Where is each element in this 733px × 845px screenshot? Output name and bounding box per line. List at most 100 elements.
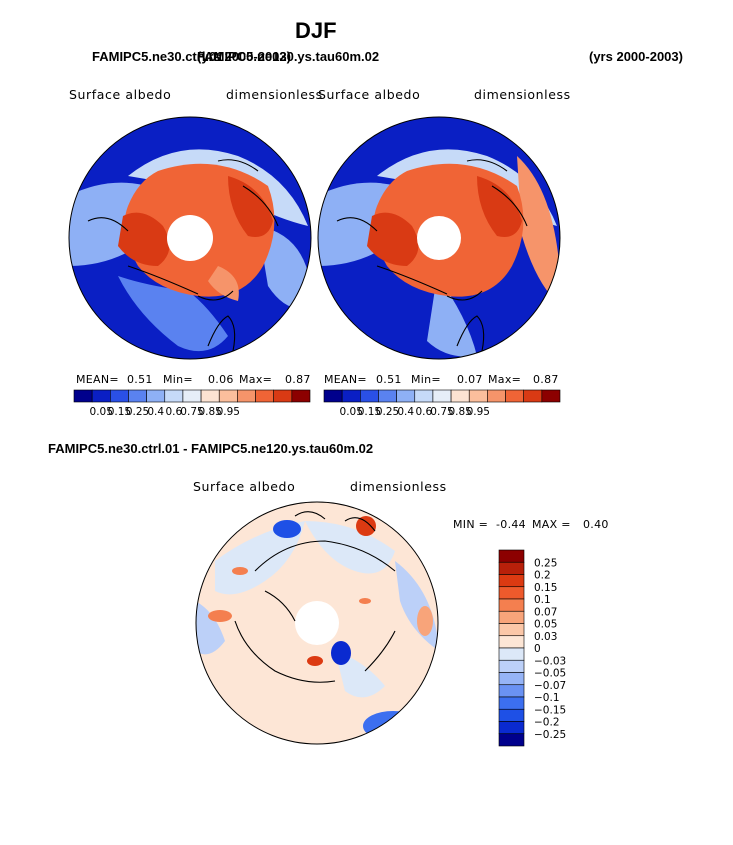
case-b-title: FAMIPC5.ne120.ys.tau60m.02 (197, 49, 380, 64)
panel3-variable-label: Surface albedo (193, 479, 296, 494)
panel3-min-label: MIN = (453, 518, 489, 531)
panel3-colorbar-tick-label: −0.03 (534, 655, 566, 667)
panel1-colorbar-tick-label: 0.95 (217, 406, 240, 418)
panel3-pos-anomaly (356, 516, 376, 536)
panel1-max-value: 0.87 (285, 373, 311, 386)
panel3-colorbar-tick-label: −0.25 (534, 729, 566, 741)
panel1-colorbar-swatch (291, 389, 311, 403)
panel2-colorbar-swatch (541, 389, 561, 403)
panel1-colorbar-swatch (73, 389, 93, 403)
panel1-colorbar: 0.050.150.250.4 0.60.750.850.95 (73, 389, 311, 418)
panel3-colorbar-tick-label: 0.05 (534, 619, 557, 631)
panel3-colorbar-swatch (498, 561, 525, 575)
panel2-colorbar-swatch (487, 389, 506, 403)
panel1-colorbar-tick-label: 0.6 (165, 406, 182, 418)
panel3-colorbar-swatch (498, 598, 525, 612)
panel2-map (317, 116, 561, 360)
panel1-colorbar-swatch (273, 389, 293, 403)
panel3-colorbar-swatch (498, 647, 525, 661)
panel2-min-value: 0.07 (457, 373, 483, 386)
panel1-colorbar-swatch (110, 389, 129, 403)
panel3-colorbar-tick-label: −0.15 (534, 704, 566, 716)
panel2-colorbar: 0.050.150.250.4 0.60.750.850.95 (323, 389, 561, 418)
panel1-max-label: Max= (239, 373, 273, 386)
panel2-colorbar-tick-label: 0.4 (397, 406, 414, 418)
panel3-colorbar-tick-label: 0 (534, 643, 541, 655)
panel1-min-label: Min= (163, 373, 193, 386)
panel3-map (195, 501, 439, 745)
panel3-colorbar-swatch (498, 708, 525, 722)
panel2-colorbar-swatch (523, 389, 543, 403)
panel3-colorbar-swatch (498, 696, 525, 710)
panel3-colorbar-swatch (498, 659, 525, 673)
panel2-units-label: dimensionless (474, 87, 571, 102)
panel2-mean-label: MEAN= (324, 373, 367, 386)
panel3-colorbar-tick-label: −0.05 (534, 668, 566, 680)
panel2-colorbar-tick-label: 0.25 (376, 406, 399, 418)
case-a-title: FAMIPC5.ne30.ctrl.01 (92, 49, 224, 64)
panel1-colorbar-tick-label: 0.05 (90, 406, 113, 418)
panel2-colorbar-tick-label: 0.6 (415, 406, 432, 418)
panel3-colorbar-tick-label: −0.1 (534, 692, 560, 704)
panel3-colorbar-swatch (498, 549, 525, 563)
panel2-colorbar-tick-label: 0.85 (448, 406, 471, 418)
panel1-units-label: dimensionless (226, 87, 323, 102)
panel1-colorbar-tick-label: 0.15 (108, 406, 131, 418)
panel3-neg-anomaly (273, 520, 301, 538)
panel1-mean-label: MEAN= (76, 373, 119, 386)
panel1-colorbar-swatch (237, 389, 256, 403)
panel2-colorbar-tick-label: 0.15 (358, 406, 381, 418)
case-b-years: (yrs 2000-2003) (589, 49, 683, 64)
panel2-colorbar-swatch (432, 389, 452, 403)
panel1-colorbar-tick-label: 0.25 (126, 406, 149, 418)
panel1-colorbar-tick-label: 0.4 (147, 406, 164, 418)
panel3-units-label: dimensionless (350, 479, 447, 494)
panel1-colorbar-swatch (91, 389, 111, 403)
panel1-map (68, 116, 312, 360)
panel3-colorbar-tick-label: −0.2 (534, 717, 560, 729)
panel2-colorbar-swatch (414, 389, 434, 403)
panel3-colorbar-tick-label: 0.25 (534, 557, 557, 569)
panel2-mean-value: 0.51 (376, 373, 402, 386)
panel3-colorbar-swatch (498, 684, 525, 698)
diff-title: FAMIPC5.ne30.ctrl.01 - FAMIPC5.ne120.ys.… (48, 441, 374, 456)
panel3-colorbar-swatch (498, 733, 525, 747)
panel3-min-value: -0.44 (496, 518, 526, 531)
panel2-variable-label: Surface albedo (318, 87, 421, 102)
panel1-pole-hole (167, 215, 213, 261)
panel3-colorbar-swatch (498, 635, 525, 649)
panel2-colorbar-swatch (450, 389, 470, 403)
panel2-colorbar-tick-label: 0.05 (340, 406, 363, 418)
panel3-colorbar-tick-label: 0.1 (534, 594, 551, 606)
panel3-colorbar-tick-label: 0.15 (534, 582, 557, 594)
panel2-colorbar-swatch (468, 389, 488, 403)
panel2-colorbar-swatch (341, 389, 361, 403)
panel1-mean-value: 0.51 (127, 373, 153, 386)
case-a-years: (yrs 2000-2003) (197, 49, 291, 64)
panel3-colorbar-tick-label: 0.03 (534, 631, 557, 643)
panel1-variable-label: Surface albedo (69, 87, 172, 102)
panel2-colorbar-swatch (396, 389, 416, 403)
panel1-colorbar-tick-label: 0.85 (198, 406, 221, 418)
panel2-colorbar-swatch (378, 389, 397, 403)
panel1-colorbar-swatch (128, 389, 147, 403)
panel3-colorbar-swatch (498, 721, 525, 735)
panel2-colorbar-swatch (323, 389, 343, 403)
panel1-colorbar-swatch (182, 389, 202, 403)
panel3-colorbar-tick-label: 0.2 (534, 570, 551, 582)
panel3-colorbar-swatch (498, 610, 525, 624)
panel3-max-label: MAX = (532, 518, 571, 531)
panel2-max-label: Max= (488, 373, 522, 386)
panel1-colorbar-swatch (218, 389, 238, 403)
panel1-colorbar-swatch (200, 389, 220, 403)
panel2-colorbar-swatch (505, 389, 524, 403)
panel2-colorbar-tick-label: 0.75 (430, 406, 453, 418)
panel1-colorbar-tick-label: 0.75 (180, 406, 203, 418)
panel2-max-value: 0.87 (533, 373, 559, 386)
panel2-min-label: Min= (411, 373, 441, 386)
panel1-min-value: 0.06 (208, 373, 234, 386)
season-title: DJF (295, 18, 337, 43)
panel2-pole-hole (417, 216, 461, 260)
panel3-max-value: 0.40 (583, 518, 609, 531)
panel1-colorbar-swatch (164, 389, 184, 403)
